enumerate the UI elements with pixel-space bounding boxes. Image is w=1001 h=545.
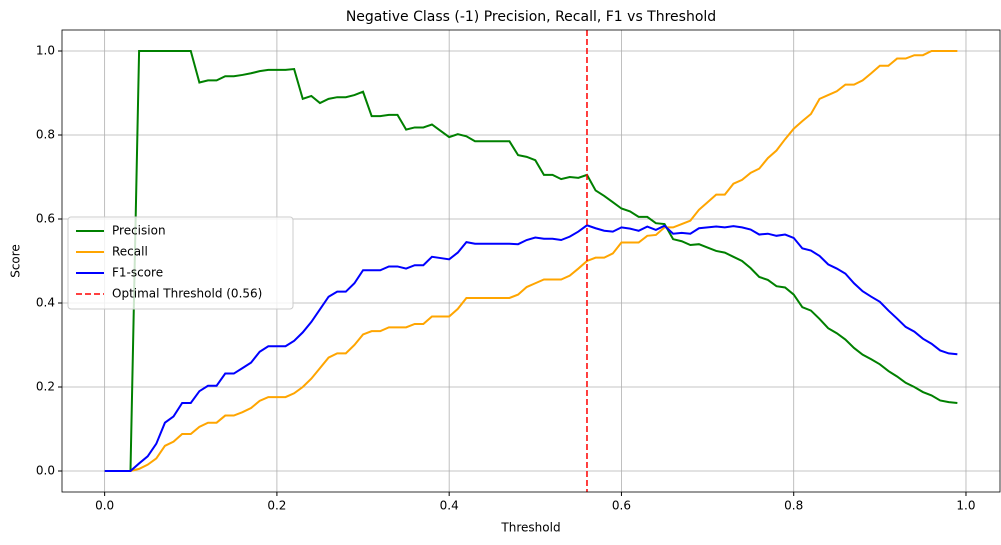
y-tick-label: 0.0 bbox=[36, 464, 55, 478]
legend: Precision Recall F1-score Optimal Threshold… bbox=[67, 216, 294, 310]
y-tick-label: 0.8 bbox=[36, 128, 55, 142]
line-series bbox=[104, 224, 958, 472]
y-tick-label: 0.6 bbox=[36, 212, 55, 226]
legend-label: Optimal Threshold (0.56) bbox=[112, 287, 262, 301]
plot-frame bbox=[61, 29, 1001, 493]
legend-label: Precision bbox=[112, 224, 166, 238]
x-axis-label: Threshold bbox=[500, 521, 560, 535]
x-tick-label: 1.0 bbox=[956, 499, 975, 513]
y-axis-label: Score bbox=[9, 244, 23, 278]
legend-label: F1-score bbox=[112, 266, 163, 280]
y-tick-label: 0.2 bbox=[36, 380, 55, 394]
x-tick-label: 0.2 bbox=[267, 499, 286, 513]
legend-label: Recall bbox=[112, 245, 148, 259]
x-tick-label: 0.6 bbox=[612, 499, 631, 513]
x-tick-label: 0.4 bbox=[440, 499, 459, 513]
y-tick-label: 0.4 bbox=[36, 296, 55, 310]
y-tick-label: 1.0 bbox=[36, 44, 55, 58]
x-tick-label: 0.8 bbox=[784, 499, 803, 513]
chart-title: Negative Class (-1) Precision, Recall, F… bbox=[346, 9, 716, 25]
x-tick-label: 0.0 bbox=[95, 499, 114, 513]
line-series bbox=[104, 50, 958, 472]
line-series bbox=[104, 50, 958, 472]
legend-box bbox=[67, 216, 294, 310]
